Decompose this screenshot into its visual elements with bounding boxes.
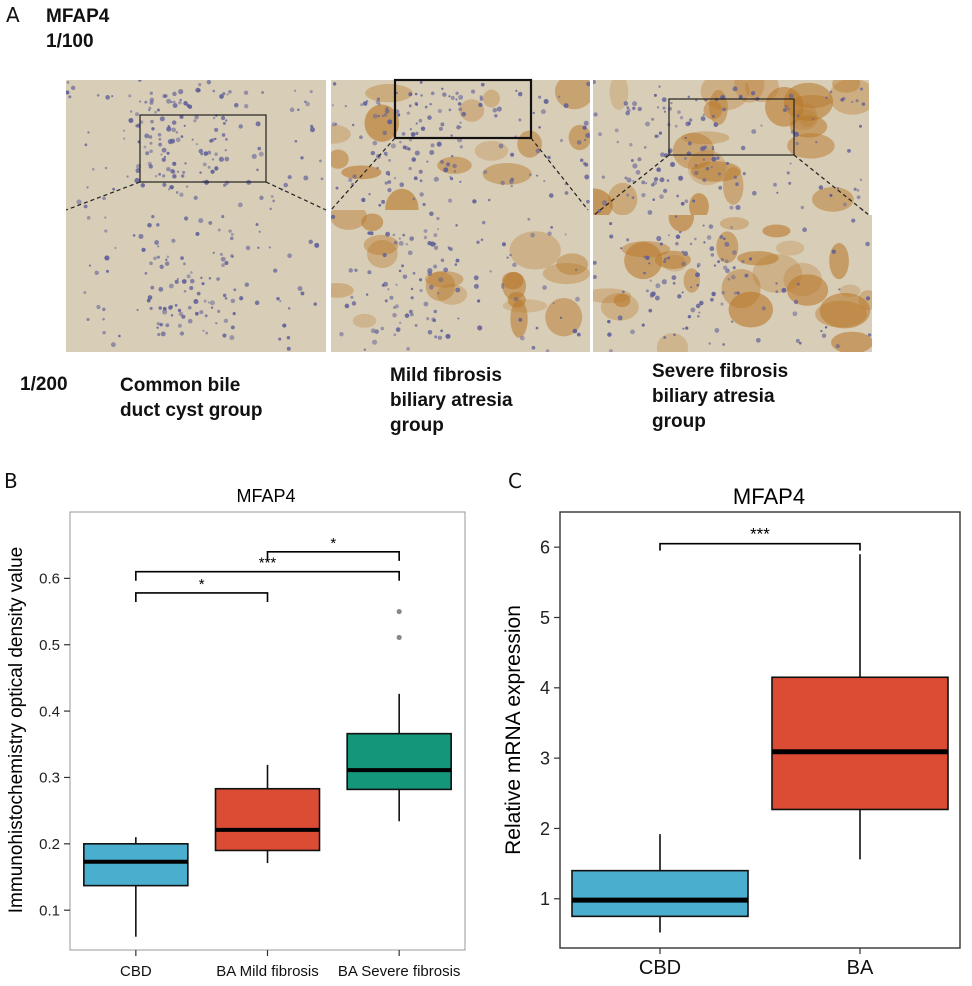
- chart-c-x-axis: CBD BA: [639, 948, 874, 979]
- group-label-severe-line2: biliary atresia: [652, 386, 775, 407]
- zoom-indicators: [65, 78, 870, 216]
- b-significance-label: *: [330, 535, 336, 552]
- chart-c-boxes: [571, 554, 949, 933]
- b-x-tick-label: BA Mild fibrosis: [216, 963, 319, 980]
- b-box: [214, 787, 321, 852]
- chart-c-title: MFAP4: [733, 484, 805, 509]
- b-outlier: [396, 608, 402, 615]
- group-label-mild: Mild fibrosis biliary atresia group: [390, 363, 513, 438]
- stain-name: MFAP4: [46, 6, 110, 27]
- panel-b-letter: B: [4, 469, 18, 493]
- b-significance-bracket: [266, 551, 400, 561]
- micrograph-cbd-100x: [66, 80, 326, 210]
- chart-b-x-axis: CBD BA Mild fibrosis BA Severe fibrosis: [120, 950, 460, 980]
- panel-a-letter: A: [6, 3, 20, 27]
- b-x-tick-label: CBD: [120, 963, 152, 980]
- c-plot-frame: [559, 511, 961, 949]
- micrograph-panel: [0, 0, 972, 360]
- b-y-tick-label: 0.3: [39, 770, 60, 787]
- c-x-tick-label: CBD: [639, 957, 681, 979]
- chart-b-ylabel: Immunohistochemistry optical density val…: [6, 547, 27, 913]
- chart-b-title: MFAP4: [236, 486, 295, 506]
- micrograph-mild-200x: [331, 210, 590, 352]
- group-label-mild-line2: biliary atresia: [390, 390, 513, 411]
- micrograph-cbd-200x: [66, 210, 326, 352]
- group-label-mild-line1: Mild fibrosis: [390, 365, 502, 386]
- b-y-tick-label: 0.2: [39, 836, 60, 853]
- b-y-tick-label: 0.5: [39, 637, 60, 654]
- chart-c-ylabel: Relative mRNA expression: [502, 605, 525, 855]
- b-significance-bracket: [135, 570, 400, 581]
- c-y-tick-label: 2: [540, 819, 550, 839]
- micrograph-severe-200x: [593, 215, 872, 352]
- c-significance-label: ***: [750, 525, 770, 544]
- b-y-tick-label: 0.1: [39, 902, 60, 919]
- c-box: [571, 869, 749, 918]
- c-y-tick-label: 5: [540, 608, 550, 628]
- group-label-severe-line1: Severe fibrosis: [652, 361, 789, 382]
- group-label-cbd-line2: duct cyst group: [120, 400, 263, 421]
- chart-b: MFAP4 Immunohistochemistry optical densi…: [6, 486, 466, 980]
- micrograph-mild-100x: [331, 80, 590, 210]
- magnification-top: 1/100: [46, 31, 94, 52]
- b-outlier: [396, 634, 402, 641]
- b-box: [346, 732, 452, 791]
- b-x-tick-label: BA Severe fibrosis: [338, 963, 461, 980]
- c-y-tick-label: 4: [540, 678, 550, 698]
- micrograph-severe-100x: [593, 80, 869, 215]
- group-label-mild-line3: group: [390, 415, 444, 436]
- b-y-tick-label: 0.6: [39, 571, 60, 588]
- group-label-severe-line3: group: [652, 411, 706, 432]
- chart-c: MFAP4 Relative mRNA expression 1 2 3 4 5 6 **…: [502, 484, 961, 979]
- c-y-tick-label: 6: [540, 537, 550, 557]
- chart-b-significance: *****: [135, 535, 400, 602]
- chart-b-boxes: [83, 608, 452, 937]
- chart-b-y-axis: 0.1 0.2 0.3 0.4 0.5 0.6: [39, 511, 466, 951]
- b-y-tick-label: 0.4: [39, 703, 60, 720]
- group-label-cbd-line1: Common bile: [120, 375, 241, 396]
- chart-c-significance: ***: [659, 525, 861, 551]
- c-significance-bracket: [659, 542, 861, 551]
- magnification-bottom: 1/200: [20, 374, 68, 395]
- panel-c-letter: C: [508, 469, 522, 493]
- c-box: [771, 676, 949, 811]
- b-significance-label: *: [199, 576, 205, 593]
- group-label-severe: Severe fibrosis biliary atresia group: [652, 359, 788, 434]
- b-significance-label: ***: [259, 555, 277, 572]
- group-label-cbd: Common bile duct cyst group: [120, 373, 263, 423]
- chart-c-y-axis: 1 2 3 4 5 6: [540, 511, 961, 949]
- c-y-tick-label: 1: [540, 889, 550, 909]
- c-x-tick-label: BA: [847, 957, 874, 979]
- b-box: [83, 843, 189, 887]
- b-significance-bracket: [135, 592, 269, 602]
- c-y-tick-label: 3: [540, 748, 550, 768]
